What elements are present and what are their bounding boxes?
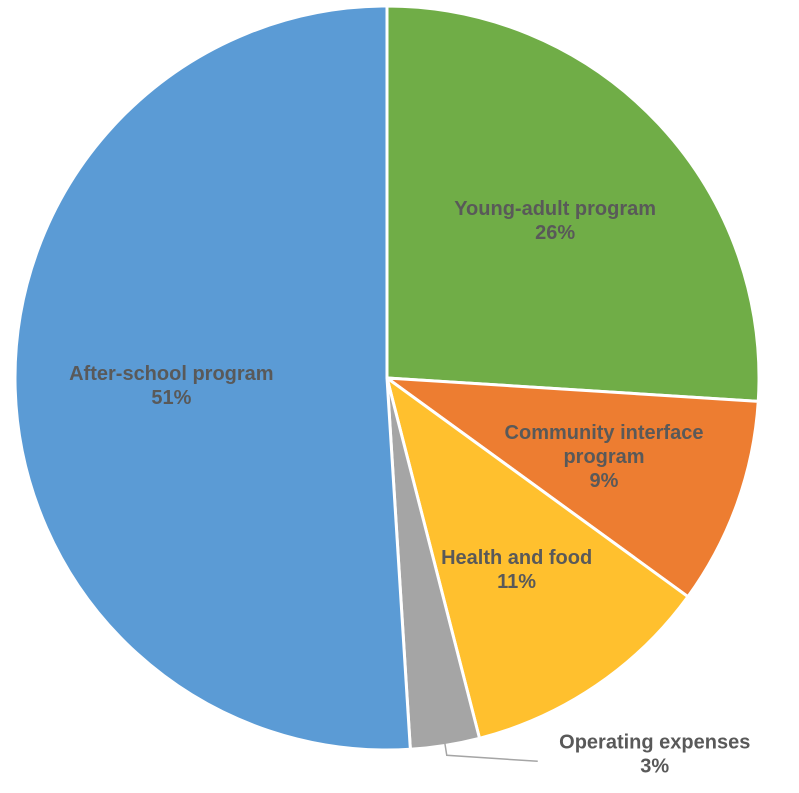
slice-after-school-program bbox=[13, 4, 412, 752]
slice-value-health-and-food: 11% bbox=[497, 571, 536, 593]
slice-health-and-food bbox=[385, 376, 690, 740]
leader-line-operating-expenses bbox=[444, 743, 538, 763]
slice-label-health-and-food-0: Health and food bbox=[441, 547, 592, 569]
slice-label-after-school-program-0: After-school program bbox=[69, 363, 273, 385]
slices-layer bbox=[13, 4, 761, 752]
slice-value-after-school-program: 51% bbox=[151, 387, 191, 409]
slice-label-community-interface-program-0: Community interface bbox=[505, 422, 704, 444]
slice-value-young-adult-program: 26% bbox=[535, 222, 575, 244]
slice-label-operating-expenses-0: Operating expenses bbox=[559, 731, 750, 753]
slice-label-community-interface-program-1: program bbox=[563, 446, 644, 468]
slice-young-adult-program bbox=[385, 4, 761, 403]
slice-community-interface-program bbox=[385, 376, 760, 599]
slice-label-young-adult-program-0: Young-adult program bbox=[454, 198, 656, 220]
slice-value-operating-expenses: 3% bbox=[640, 755, 669, 777]
slice-value-community-interface-program: 9% bbox=[590, 470, 619, 492]
leader-layer bbox=[444, 743, 538, 763]
